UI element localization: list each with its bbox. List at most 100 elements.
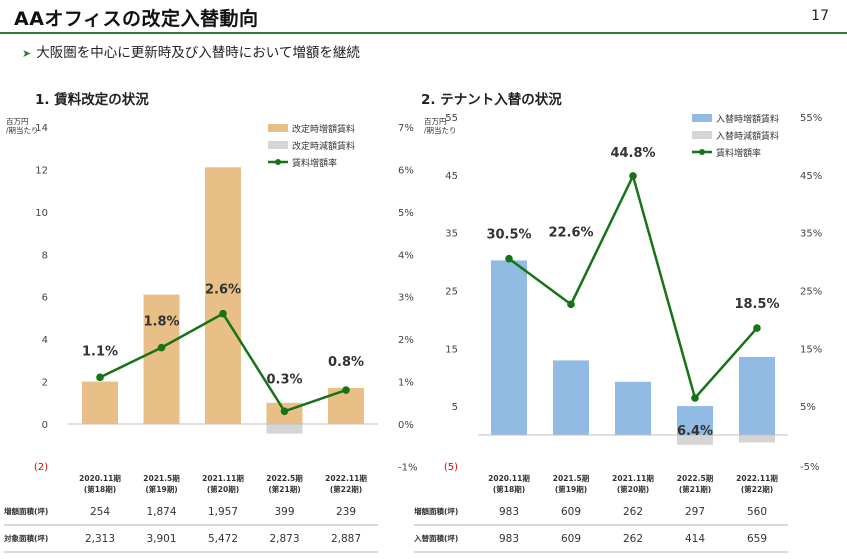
chart2-category-period: 2022.5期: [677, 473, 714, 483]
chart1-category-period: 2021.11期: [202, 473, 244, 483]
chart1-table-cell: 2,887: [331, 533, 361, 545]
chart2-table-cell: 414: [685, 533, 705, 545]
chart2-left-tick: 5: [452, 402, 458, 413]
chart1-table-cell: 1,957: [208, 506, 238, 518]
chart1-left-tick: 14: [35, 123, 48, 134]
chart2-rate-point: [691, 394, 699, 402]
chart2-table-cell: 609: [561, 533, 581, 545]
chart2-table-cell: 262: [623, 506, 643, 518]
chart1-category-term: (第22期): [330, 484, 362, 494]
chart2-table-row-label: 増額面積(坪): [414, 506, 458, 516]
chart2-table-cell: 983: [499, 506, 519, 518]
chart2-category-term: (第19期): [555, 484, 587, 494]
chart1-unit-label-sub: /期当たり: [6, 125, 39, 135]
chart2-category-period: 2021.5期: [553, 473, 590, 483]
chart1-category-term: (第19期): [145, 484, 177, 494]
chart1-rate-label: 0.3%: [266, 372, 302, 387]
chart1-right-tick: 6%: [398, 165, 414, 176]
chart1-right-tick: 3%: [398, 293, 414, 304]
chart1-left-tick: 4: [42, 335, 48, 346]
chart2-left-tick: 25: [445, 286, 458, 297]
chart1-legend-swatch-increase: [268, 124, 288, 132]
chart1-left-tick: 0: [42, 420, 48, 431]
chart2-category-term: (第18期): [493, 484, 525, 494]
chart2-legend-rate: 賃料増額率: [716, 147, 761, 159]
chart2-table-cell: 297: [685, 506, 705, 518]
chart1-rate-point: [96, 373, 104, 382]
chart2-category-period: 2022.11期: [736, 473, 778, 483]
chart1-right-tick: 7%: [398, 123, 414, 134]
arrow-bullet-icon: ➤: [22, 47, 32, 60]
chart2-right-tick: -5%: [800, 462, 819, 473]
chart1-right-tick: 5%: [398, 208, 414, 219]
chart2-rate-line: [508, 172, 758, 401]
title-underline: [0, 32, 847, 34]
chart1-table-row-label: 増額面積(坪): [4, 506, 48, 516]
chart1-table-cell: 239: [336, 506, 356, 518]
chart2-table-cell: 659: [747, 533, 767, 545]
chart2-left-tick: 35: [445, 229, 458, 240]
chart2-bar-increase: [739, 356, 775, 435]
chart1-table-cell: 5,472: [208, 533, 238, 545]
chart1-category-period: 2022.11期: [325, 473, 367, 483]
chart1-rate-label: 0.8%: [328, 355, 364, 370]
subtitle-text: 大阪圏を中心に更新時及び入替時において増額を継続: [36, 45, 360, 61]
chart2-left-tick-negative: (5): [444, 462, 458, 473]
chart1-left-tick: 8: [42, 250, 48, 261]
chart1-left-tick-negative: (2): [34, 462, 48, 473]
chart2-title: 2. テナント入替の状況: [421, 91, 562, 108]
chart2-left-tick: 45: [445, 171, 458, 182]
chart2-rate-label: 22.6%: [548, 225, 593, 240]
chart2-right-tick: 35%: [800, 229, 822, 240]
chart1-right-tick: 0%: [398, 420, 414, 431]
chart1-bar-decrease: [266, 424, 303, 434]
chart1-left-tick: 10: [35, 208, 48, 219]
chart1-rate-label: 1.8%: [143, 315, 179, 330]
chart2-left-tick: 55: [445, 113, 458, 124]
page-number: 17: [811, 8, 829, 24]
chart2-rate-point: [753, 324, 761, 332]
chart1-unit-label: 百万円: [6, 117, 29, 126]
chart2-bar-increase: [553, 360, 589, 435]
chart1-rate-point: [342, 386, 350, 394]
chart2-right-tick: 15%: [800, 344, 822, 355]
chart2-rate-point: [567, 300, 575, 309]
chart2-table-cell: 560: [747, 506, 767, 518]
chart2-legend-decrease: 入替時減額賃料: [716, 130, 779, 142]
chart1-legend-rate: 賃料増額率: [292, 157, 337, 169]
chart1-left-tick: 6: [42, 293, 48, 304]
chart2-bar-increase: [491, 260, 527, 435]
chart2-unit-label-sub: /期当たり: [424, 125, 457, 135]
page-subtitle: ➤ 大阪圏を中心に更新時及び入替時において増額を継続: [22, 41, 360, 61]
chart2-bar-decrease: [677, 435, 713, 445]
chart2-rate-label: 18.5%: [734, 297, 779, 312]
chart1-left-tick: 2: [42, 378, 48, 389]
chart1-rate-label: 1.1%: [82, 344, 118, 359]
chart1-table-cell: 399: [274, 506, 294, 518]
chart2-category-term: (第21期): [679, 484, 711, 494]
chart1-right-tick: 2%: [398, 335, 414, 346]
chart2-legend-swatch-increase: [692, 114, 712, 122]
chart2-category-term: (第20期): [617, 484, 649, 494]
chart1-legend-decrease: 改定時減額賃料: [292, 140, 355, 152]
chart1-right-tick: -1%: [398, 462, 417, 473]
chart2-legend-swatch-decrease: [692, 131, 712, 139]
chart2-rate-label: 44.8%: [610, 146, 655, 161]
chart1-rate-point: [280, 407, 289, 416]
chart1-rate-point: [157, 343, 166, 352]
chart2-legend-marker-rate: [699, 149, 705, 155]
chart2-legend-increase: 入替時増額賃料: [716, 113, 779, 125]
chart2-right-tick: 5%: [800, 402, 816, 413]
chart1-legend-increase: 改定時増額賃料: [292, 123, 355, 135]
chart1-table-cell: 254: [90, 506, 110, 518]
chart2-table-row-label: 入替面積(坪): [413, 533, 458, 543]
chart2-unit-label: 百万円: [424, 117, 447, 126]
chart2-category-period: 2020.11期: [488, 473, 530, 483]
chart1-right-tick: 4%: [398, 250, 414, 261]
chart1-bar-increase: [82, 381, 118, 424]
chart2-bar-increase: [677, 406, 713, 435]
chart2-right-tick: 55%: [800, 113, 822, 124]
chart2-rate-label: 30.5%: [486, 228, 531, 243]
chart1-legend-marker-rate: [275, 159, 281, 165]
chart1-category-period: 2021.5期: [143, 473, 180, 483]
